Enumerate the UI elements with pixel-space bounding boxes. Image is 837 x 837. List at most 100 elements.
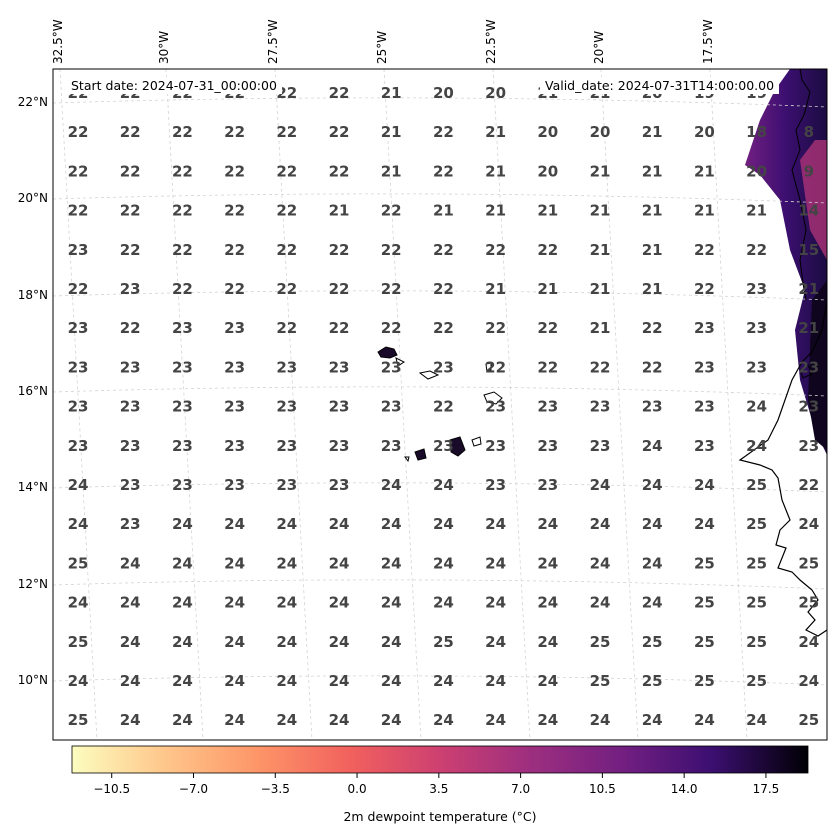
grid-value: 21 bbox=[381, 123, 402, 141]
longitude-label: 17.5°W bbox=[701, 19, 715, 64]
grid-value: 24 bbox=[329, 594, 350, 612]
grid-value: 22 bbox=[537, 241, 558, 259]
colorbar-label: 2m dewpoint temperature (°C) bbox=[343, 809, 537, 824]
grid-value: 24 bbox=[798, 672, 819, 690]
grid-value: 22 bbox=[329, 280, 350, 298]
grid-value: 25 bbox=[642, 633, 663, 651]
longitude-label: 27.5°W bbox=[266, 19, 280, 64]
grid-value: 22 bbox=[224, 280, 245, 298]
grid-value: 24 bbox=[120, 554, 141, 572]
grid-value: 23 bbox=[381, 358, 402, 376]
graticule-parallel bbox=[53, 193, 827, 204]
grid-value: 25 bbox=[746, 554, 767, 572]
grid-value: 22 bbox=[433, 123, 454, 141]
grid-value: 24 bbox=[433, 515, 454, 533]
grid-value: 23 bbox=[68, 437, 89, 455]
grid-value: 24 bbox=[329, 633, 350, 651]
grid-value: 22 bbox=[537, 358, 558, 376]
graticule-meridian bbox=[165, 69, 204, 740]
grid-value: 24 bbox=[276, 515, 297, 533]
grid-value: 24 bbox=[537, 594, 558, 612]
grid-value: 23 bbox=[172, 398, 193, 416]
grid-value: 23 bbox=[746, 319, 767, 337]
grid-value: 24 bbox=[798, 515, 819, 533]
dewpoint-shading-light bbox=[800, 140, 827, 260]
grid-value: 22 bbox=[224, 241, 245, 259]
grid-value: 23 bbox=[694, 437, 715, 455]
colorbar-tick-label: −3.5 bbox=[260, 782, 290, 796]
grid-value: 21 bbox=[590, 280, 611, 298]
graticule-parallel bbox=[53, 482, 827, 493]
grid-value: 24 bbox=[694, 476, 715, 494]
grid-value: 23 bbox=[224, 319, 245, 337]
colorbar-tick-label: 10.5 bbox=[589, 782, 616, 796]
grid-value: 22 bbox=[642, 319, 663, 337]
grid-value: 24 bbox=[172, 515, 193, 533]
grid-value: 24 bbox=[381, 711, 402, 729]
grid-value: 22 bbox=[276, 123, 297, 141]
grid-value: 21 bbox=[642, 280, 663, 298]
grid-value: 22 bbox=[68, 202, 89, 220]
dewpoint-shading-dark bbox=[808, 280, 827, 450]
grid-value: 25 bbox=[746, 515, 767, 533]
grid-value: 24 bbox=[120, 633, 141, 651]
grid-value: 24 bbox=[485, 594, 506, 612]
grid-value: 25 bbox=[694, 554, 715, 572]
grid-value: 23 bbox=[120, 437, 141, 455]
grid-value: 23 bbox=[224, 358, 245, 376]
grid-value: 24 bbox=[276, 672, 297, 690]
grid-value: 23 bbox=[68, 398, 89, 416]
grid-value: 25 bbox=[433, 633, 454, 651]
grid-value: 25 bbox=[68, 711, 89, 729]
grid-value: 23 bbox=[172, 476, 193, 494]
grid-value: 20 bbox=[746, 162, 767, 180]
graticule-parallel bbox=[53, 675, 827, 686]
grid-value: 23 bbox=[329, 358, 350, 376]
grid-value: 23 bbox=[68, 319, 89, 337]
grid-value: 22 bbox=[172, 241, 193, 259]
grid-value: 24 bbox=[485, 633, 506, 651]
grid-value: 23 bbox=[120, 398, 141, 416]
grid-value: 24 bbox=[276, 633, 297, 651]
grid-value: 23 bbox=[433, 358, 454, 376]
longitude-label: 25°W bbox=[375, 30, 389, 64]
grid-value: 24 bbox=[537, 672, 558, 690]
grid-value: 20 bbox=[537, 162, 558, 180]
grid-value: 24 bbox=[381, 554, 402, 572]
grid-value: 23 bbox=[590, 398, 611, 416]
colorbar-tick-label: 7.0 bbox=[511, 782, 531, 796]
grid-value: 23 bbox=[694, 398, 715, 416]
grid-value: 24 bbox=[590, 554, 611, 572]
grid-value: 23 bbox=[329, 476, 350, 494]
grid-value: 22 bbox=[329, 319, 350, 337]
grid-value: 22 bbox=[120, 162, 141, 180]
grid-value: 22 bbox=[120, 241, 141, 259]
grid-value: 22 bbox=[590, 358, 611, 376]
grid-value: 21 bbox=[485, 280, 506, 298]
graticule-meridian bbox=[383, 69, 422, 740]
grid-value: 25 bbox=[746, 672, 767, 690]
colorbar-tick-label: 0.0 bbox=[347, 782, 367, 796]
grid-value: 23 bbox=[694, 319, 715, 337]
grid-value: 24 bbox=[642, 711, 663, 729]
grid-value: 23 bbox=[120, 358, 141, 376]
grid-value: 21 bbox=[433, 202, 454, 220]
grid-value: 21 bbox=[590, 162, 611, 180]
grid-value: 24 bbox=[433, 476, 454, 494]
grid-value: 24 bbox=[642, 594, 663, 612]
colorbar-tickmarks bbox=[111, 773, 767, 778]
grid-value: 25 bbox=[798, 711, 819, 729]
grid-value: 22 bbox=[433, 319, 454, 337]
grid-value: 25 bbox=[746, 594, 767, 612]
grid-value: 23 bbox=[433, 437, 454, 455]
grid-value: 21 bbox=[642, 123, 663, 141]
grid-value: 24 bbox=[68, 515, 89, 533]
grid-value: 21 bbox=[746, 202, 767, 220]
grid-value: 21 bbox=[694, 202, 715, 220]
grid-value: 24 bbox=[433, 672, 454, 690]
grid-value: 23 bbox=[590, 437, 611, 455]
grid-value: 22 bbox=[276, 162, 297, 180]
longitude-label: 20°W bbox=[592, 30, 606, 64]
grid-value: 23 bbox=[537, 398, 558, 416]
